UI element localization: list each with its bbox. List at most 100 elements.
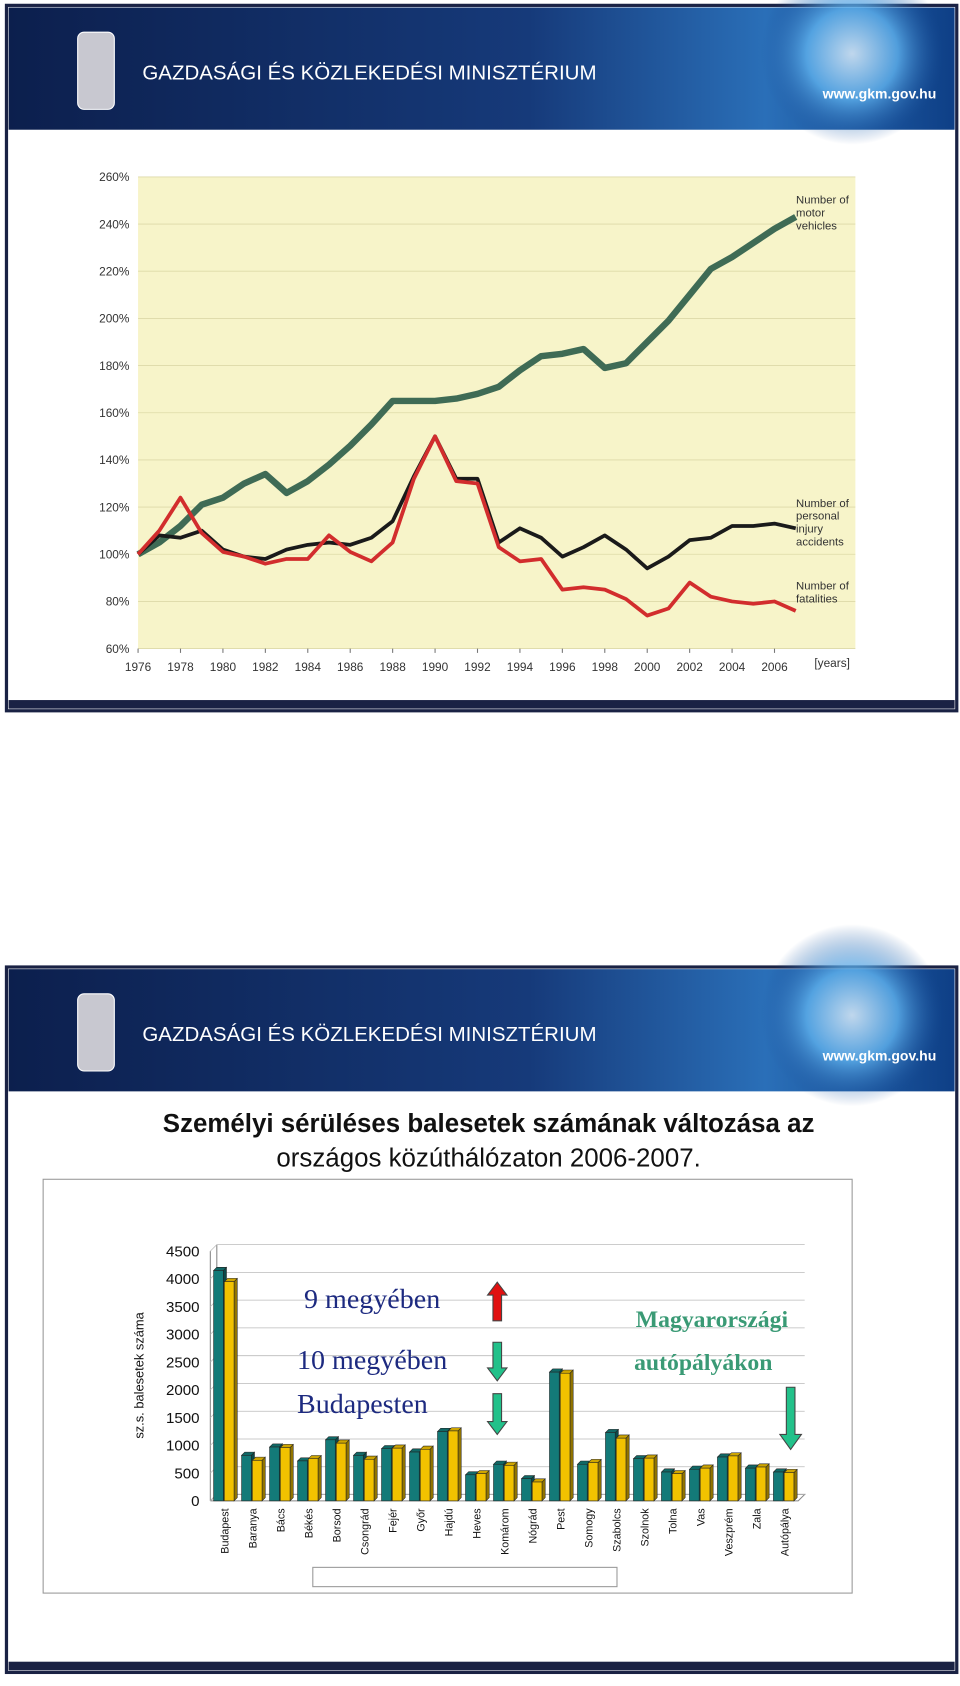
x-tick-label: Fejér (388, 1508, 400, 1533)
url: www.gkm.gov.hu (822, 1047, 937, 1063)
globe (760, 924, 944, 1107)
bar-side (793, 1468, 798, 1502)
ministry-name: GAZDASÁGI ÉS KÖZLEKEDÉSI MINISZTÉRIUM (142, 1023, 596, 1046)
bar (717, 1456, 728, 1502)
bar (773, 1471, 784, 1502)
y-tick-label: 4000 (166, 1271, 200, 1288)
bar-side (541, 1478, 546, 1502)
bar (745, 1467, 756, 1502)
bar-side (681, 1469, 686, 1502)
globe (760, 0, 944, 145)
bar (559, 1372, 571, 1502)
x-tick-label: 1978 (167, 660, 194, 674)
annotation: 9 megyében (304, 1284, 440, 1315)
bar-side (317, 1454, 322, 1502)
bar (493, 1463, 504, 1502)
bar (587, 1462, 599, 1502)
ministry-name: GAZDASÁGI ÉS KÖZLEKEDÉSI MINISZTÉRIUM (142, 61, 596, 84)
bar (521, 1478, 532, 1502)
bar-side (261, 1456, 266, 1502)
x-tick-label: Zala (751, 1508, 763, 1529)
y-tick-label: 4500 (166, 1244, 200, 1261)
x-tick-label: Borsod (332, 1508, 344, 1542)
slide-title: Személyi sérüléses balesetek számának vá… (163, 1110, 815, 1138)
bar-side (709, 1464, 714, 1502)
series-line (136, 214, 798, 558)
x-tick-label: 2000 (634, 660, 661, 674)
y-tick-label: 180% (99, 359, 130, 373)
series-label: Number of fatalities (796, 580, 852, 605)
line-chart: 60% 80% 100% 120% 140% 160% 180% 200% 220% 240% 26… (99, 170, 856, 674)
annotation: Budapesten (297, 1389, 428, 1420)
y-tick-label: 260% (99, 170, 130, 184)
x-tick-label: 1976 (125, 660, 152, 674)
bar-side (373, 1455, 378, 1502)
bar (465, 1474, 476, 1502)
x-tick-label: Hajdú (444, 1508, 456, 1536)
bar-side (625, 1434, 630, 1502)
bar (699, 1467, 711, 1502)
bar (671, 1473, 683, 1502)
bar-chart: 0 500 1000 1500 2000 2500 3000 3500 4000 4500 Buda… (166, 1244, 806, 1585)
bar (364, 1458, 375, 1502)
slide-footer (8, 700, 955, 709)
crest (77, 993, 115, 1072)
y-tick-label: 60% (106, 642, 130, 656)
x-tick-label: Somogy (584, 1508, 596, 1548)
bar (409, 1451, 420, 1502)
series-line (136, 434, 797, 618)
y-tick-label: 140% (99, 453, 130, 467)
bar (531, 1481, 543, 1502)
legend (312, 1566, 618, 1588)
bar-side (345, 1439, 350, 1502)
y-tick-label: 220% (99, 265, 130, 279)
bar (549, 1371, 560, 1502)
x-tick-label: 1984 (295, 660, 322, 674)
annotation: autópályákon (634, 1350, 772, 1376)
bar (336, 1442, 347, 1502)
arrow-down (778, 1386, 803, 1451)
x-tick-label: 1998 (592, 660, 619, 674)
bar-side (429, 1445, 434, 1502)
x-tick-label: Győr (416, 1508, 428, 1532)
bar (381, 1448, 392, 1502)
y-axis-label: sz.s. balesetek száma (131, 1311, 146, 1438)
x-tick-label: Tolna (668, 1508, 680, 1534)
x-tick-label: 1980 (210, 660, 237, 674)
x-tick-label: 1996 (549, 660, 576, 674)
x-tick-label: Szabolcs (612, 1508, 624, 1551)
bar-side (401, 1444, 406, 1502)
bar-side (289, 1443, 294, 1502)
bar (476, 1473, 487, 1502)
x-tick-label: Komárom (500, 1508, 512, 1554)
x-tick-label: Baranya (248, 1508, 260, 1548)
x-tick-label: Autópálya (779, 1508, 791, 1556)
y-tick-label: 200% (99, 312, 130, 326)
bar (325, 1439, 336, 1502)
bar (577, 1463, 588, 1502)
y-tick-label: 160% (99, 406, 130, 420)
x-tick-label: 2002 (676, 660, 702, 674)
bar (269, 1446, 280, 1502)
x-tick-label: Nógrád (528, 1508, 540, 1543)
bar (605, 1432, 616, 1502)
slide-footer (8, 1661, 955, 1671)
x-tick-label: Bács (276, 1508, 288, 1532)
bar (280, 1447, 291, 1502)
y-tick-label: 2500 (166, 1355, 200, 1372)
annotation: Magyarországi (636, 1307, 789, 1333)
bar (353, 1455, 364, 1502)
arrow-down (486, 1393, 509, 1436)
bar (783, 1472, 795, 1502)
x-tick-label: 1986 (337, 660, 364, 674)
x-tick-label: Pest (556, 1508, 568, 1529)
bar-side (765, 1463, 770, 1502)
bar (661, 1471, 672, 1502)
bar (213, 1270, 224, 1502)
y-tick-label: 500 (174, 1466, 199, 1483)
y-tick-label: 100% (99, 548, 130, 562)
annotation: 10 megyében (297, 1345, 447, 1376)
bar (252, 1460, 263, 1502)
